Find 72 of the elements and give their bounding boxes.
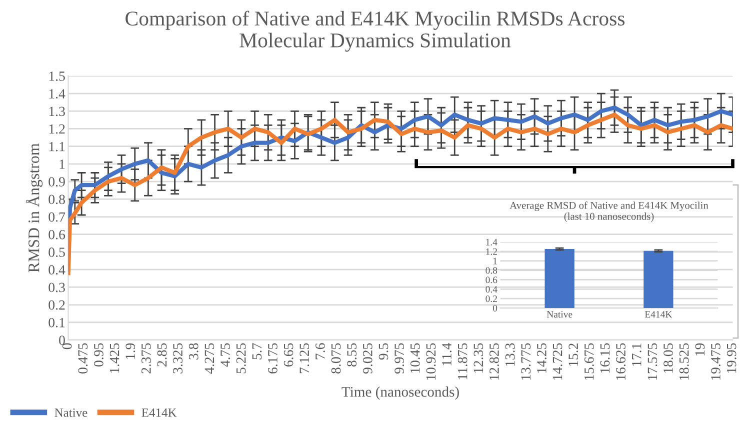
- x-tick-label: 14.25: [537, 343, 546, 373]
- x-tick-label: 11.875: [458, 343, 468, 380]
- y-tick-label: 1.3: [49, 106, 65, 116]
- y-tick-label: 1.5: [49, 72, 65, 81]
- x-tick-label: 8.075: [331, 343, 341, 374]
- y-tick-label: 1.4: [49, 89, 66, 99]
- chart-title: Average RMSD of Native and E414K Myocilin (last 10 nanoseconds): [510, 201, 708, 222]
- x-tick-label: 15.2: [568, 344, 578, 366]
- y-tick-label: 0.8: [486, 267, 498, 274]
- x-tick-label: 3.325: [173, 343, 183, 374]
- y-tick-label: 1: [60, 160, 65, 169]
- x-axis-title: Time (nanoseconds): [342, 386, 459, 400]
- y-tick-label: 1.2: [49, 124, 65, 134]
- x-tick-label: 19: [695, 343, 705, 356]
- x-tick-label: 15.675: [584, 343, 594, 380]
- x-tick-label: 8.55: [347, 343, 357, 367]
- x-tick-label: 19.95: [726, 343, 736, 373]
- y-tick-label: 1: [493, 258, 497, 264]
- y-tick-label: 1.4: [486, 238, 498, 246]
- y-tick-label: 0.6: [48, 230, 66, 240]
- x-tick-label: 7.6: [316, 343, 325, 360]
- x-tick-label: 6.65: [284, 343, 294, 366]
- y-tick-label: 0.6: [486, 276, 498, 284]
- x-tick-label: 13.3: [505, 343, 515, 366]
- x-tick-label: 1.425: [110, 343, 120, 373]
- x-tick-label: 0.95: [94, 343, 104, 367]
- x-tick-label: 19.475: [711, 343, 720, 380]
- x-tick-label: 10.925: [426, 343, 436, 380]
- x-tick-label: 16.15: [600, 343, 610, 373]
- x-tick-label: 7.125: [300, 343, 310, 374]
- y-tick-label: 0.9: [48, 177, 65, 187]
- y-tick-label: 0: [492, 304, 498, 312]
- y-axis-title: RMSD in Ångstrom: [26, 143, 43, 272]
- x-tick-label: 13.775: [521, 343, 531, 380]
- y-tick-label: 0.2: [486, 295, 497, 302]
- x-tick-label: 9.975: [394, 343, 404, 374]
- x-tick-label: 4.275: [204, 343, 214, 374]
- chart-title: Comparison of Native and E414K Myocilin RMSDs Across Molecular Dynamics Simulation: [126, 10, 625, 52]
- x-tick-label: 9.5: [378, 343, 388, 360]
- x-tick-label: 2.85: [157, 343, 167, 366]
- x-tick-label: 18.525: [679, 343, 689, 380]
- x-tick-label: 12.35: [474, 343, 484, 373]
- x-tick-label: 18.05: [664, 343, 673, 373]
- x-tick-label: 4.75: [220, 343, 230, 367]
- x-tick-label: 2.375: [142, 343, 151, 374]
- x-tick-label: 5.7: [252, 343, 262, 360]
- y-tick-label: 0.2: [48, 300, 65, 310]
- x-tick-label: 1.9: [126, 343, 136, 359]
- x-tick-label: 10.45: [410, 343, 420, 373]
- y-tick-label: 0.3: [48, 282, 65, 292]
- y-tick-label: 1.1: [49, 142, 65, 152]
- y-tick-label: 0.4: [486, 286, 498, 293]
- y-tick-label: 0.8: [48, 194, 65, 204]
- x-tick-label: 11.4: [442, 342, 452, 366]
- y-tick-label: 0.7: [48, 212, 66, 222]
- y-tick-label: 0: [59, 336, 65, 345]
- legend-label: E414K: [142, 408, 177, 417]
- x-tick-label: 0.475: [78, 343, 88, 374]
- legend-label: Native: [54, 408, 88, 417]
- x-tick-label: 17.575: [648, 343, 658, 380]
- x-tick-label: 17.1: [632, 344, 642, 366]
- x-tick-label: 6.175: [268, 343, 278, 374]
- y-tick-label: 0.1: [48, 318, 65, 328]
- y-tick-label: 1.2: [486, 248, 497, 255]
- x-tick-label: 5.225: [236, 343, 246, 374]
- x-tick-label: 9.025: [362, 343, 372, 374]
- y-tick-label: 0.4: [48, 265, 66, 275]
- x-tick-label: 14.725: [552, 343, 562, 380]
- x-tick-label: 16.625: [616, 343, 626, 380]
- x-tick-label: 3.8: [188, 343, 198, 360]
- y-tick-label: 0.5: [48, 248, 65, 257]
- x-tick-label: 12.825: [490, 343, 499, 380]
